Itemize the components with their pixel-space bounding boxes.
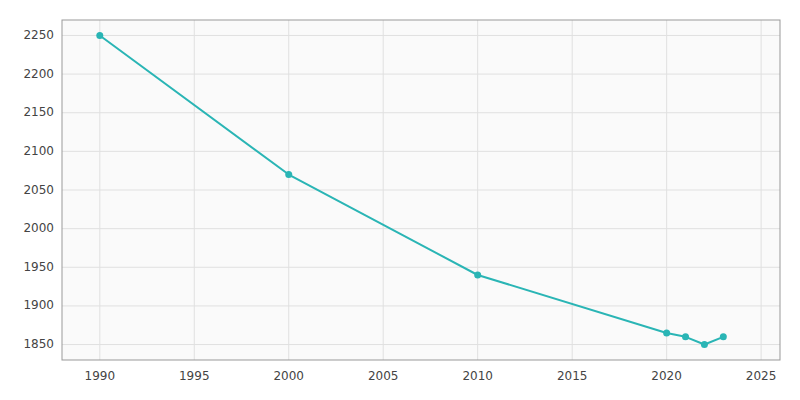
y-tick-label: 2150 [23,105,54,119]
marker [96,32,103,39]
chart: 1850 1900 1950 2000 2050 2100 2150 2200 2250 1990… [0,0,800,400]
y-grid-line [62,228,780,229]
x-grid-line [666,20,667,360]
y-tick-label: 2100 [23,144,54,158]
y-tick-label: 1900 [23,298,54,312]
y-tick-label: 1850 [23,337,54,351]
y-grid-line [62,74,780,75]
y-tick-label: 1950 [23,260,54,274]
grid [62,20,780,360]
x-grid-line [572,20,573,360]
series [96,32,727,348]
marker [663,329,670,336]
x-tick-label: 1990 [85,369,116,383]
marker [701,341,708,348]
y-tick-label: 2250 [23,28,54,42]
y-grid-line [62,35,780,36]
marker [720,333,727,340]
y-grid-line [62,305,780,306]
x-tick-label: 1995 [179,369,210,383]
plot-frame [62,20,780,360]
marker [682,333,689,340]
y-grid-line [62,151,780,152]
x-grid-line [477,20,478,360]
x-grid-line [288,20,289,360]
x-tick-label: 2000 [273,369,304,383]
y-grid-line [62,267,780,268]
y-grid-line [62,344,780,345]
x-grid-line [194,20,195,360]
y-grid-line [62,112,780,113]
y-tick-label: 2000 [23,221,54,235]
marker [285,171,292,178]
line [100,35,724,344]
x-grid-line [383,20,384,360]
tick-labels: 1850 1900 1950 2000 2050 2100 2150 2200 2250 1990… [23,28,776,383]
x-tick-label: 2010 [462,369,493,383]
y-grid-line [62,190,780,191]
x-tick-label: 2015 [557,369,588,383]
x-tick-label: 2020 [651,369,682,383]
x-tick-label: 2005 [368,369,399,383]
plot-background [62,20,780,360]
x-grid-line [99,20,100,360]
marker [474,272,481,279]
x-grid-line [761,20,762,360]
y-tick-label: 2050 [23,183,54,197]
x-tick-label: 2025 [746,369,777,383]
y-tick-label: 2200 [23,67,54,81]
